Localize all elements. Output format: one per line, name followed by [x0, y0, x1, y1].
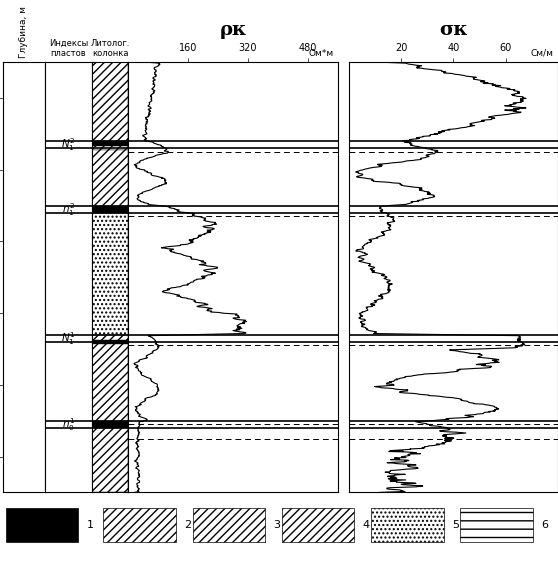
Text: См/м: См/м: [531, 49, 554, 58]
Text: 2: 2: [184, 520, 191, 530]
Text: 1: 1: [86, 520, 94, 530]
Bar: [92, 62, 128, 141]
Bar: [193, 508, 265, 542]
Text: Литолог.
колонка: Литолог. колонка: [90, 38, 130, 58]
Text: $n_1^2$: $n_1^2$: [62, 201, 75, 218]
Bar: [92, 344, 128, 421]
Text: Индексы
пластов: Индексы пластов: [49, 38, 88, 58]
Bar: [92, 340, 128, 344]
Text: $N_1^2$: $N_1^2$: [61, 136, 75, 153]
Bar: [460, 508, 533, 542]
Bar: [92, 151, 128, 205]
Bar: [103, 508, 176, 542]
Bar: [92, 141, 128, 146]
Bar: [92, 146, 128, 151]
Bar: [282, 508, 354, 542]
Bar: [92, 428, 128, 492]
Text: $N_1^1$: $N_1^1$: [61, 330, 76, 347]
Text: σк: σк: [439, 20, 468, 38]
Text: ρк: ρк: [219, 20, 247, 38]
Text: 3: 3: [273, 520, 281, 530]
Bar: [92, 213, 128, 335]
Bar: [92, 421, 128, 428]
Text: $n_0^1$: $n_0^1$: [62, 416, 75, 433]
Text: Ом*м: Ом*м: [308, 49, 333, 58]
Bar: [92, 335, 128, 340]
Bar: [92, 205, 128, 213]
Text: Глубина, м: Глубина, м: [19, 6, 28, 58]
Text: 4: 4: [363, 520, 370, 530]
Bar: [371, 508, 444, 542]
Text: 5: 5: [452, 520, 459, 530]
Text: 6: 6: [541, 520, 549, 530]
Bar: [6, 508, 78, 542]
